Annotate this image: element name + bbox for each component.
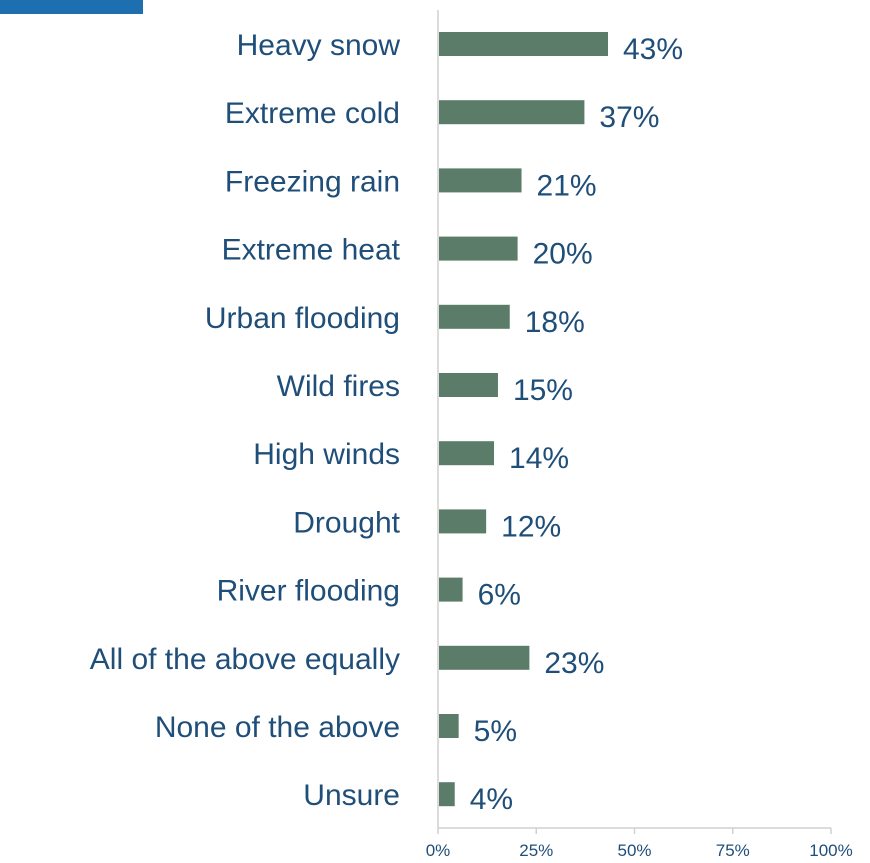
category-label: Wild fires [277, 370, 400, 403]
bar [439, 168, 522, 193]
bar [439, 782, 455, 807]
bars-layer [439, 32, 608, 807]
category-label: All of the above equally [90, 643, 400, 676]
category-label: Heavy snow [237, 29, 401, 62]
data-label: 6% [478, 579, 521, 612]
category-label: Freezing rain [225, 165, 400, 198]
x-tick-label: 100% [809, 841, 852, 860]
category-label: None of the above [155, 711, 400, 744]
category-label: Unsure [303, 779, 400, 812]
data-label: 23% [544, 647, 604, 680]
category-label: Drought [293, 506, 400, 539]
bar [439, 509, 487, 534]
category-label: Extreme heat [222, 234, 401, 267]
category-label: River flooding [217, 575, 400, 608]
x-tick-label: 50% [617, 841, 651, 860]
data-label: 5% [474, 715, 517, 748]
bar [439, 714, 459, 738]
data-label: 20% [533, 238, 593, 271]
data-label: 37% [599, 101, 659, 134]
category-label: High winds [253, 438, 400, 471]
data-label: 18% [525, 306, 585, 339]
category-label: Extreme cold [225, 97, 400, 130]
bar [439, 373, 498, 397]
labels-layer: Heavy snow 43% Extreme cold 37% Freezing rai… [90, 29, 683, 816]
data-label: 21% [537, 169, 597, 202]
corner-accent-bar [0, 0, 143, 14]
data-label: 43% [623, 33, 683, 66]
bar [439, 100, 585, 125]
bar [439, 32, 608, 56]
bar [439, 236, 518, 261]
x-tick-label: 25% [519, 841, 553, 860]
bar [439, 304, 510, 329]
bar [439, 441, 495, 466]
category-label: Urban flooding [205, 302, 400, 335]
data-label: 14% [509, 442, 569, 475]
data-label: 15% [513, 374, 573, 407]
data-label: 4% [470, 783, 513, 816]
data-label: 12% [501, 510, 561, 543]
axis-layer: 0% 25% 50% 75% 100% [426, 10, 853, 860]
x-tick-label: 0% [426, 841, 451, 860]
x-tick-label: 75% [716, 841, 750, 860]
bar [439, 645, 530, 670]
bar [439, 577, 463, 602]
